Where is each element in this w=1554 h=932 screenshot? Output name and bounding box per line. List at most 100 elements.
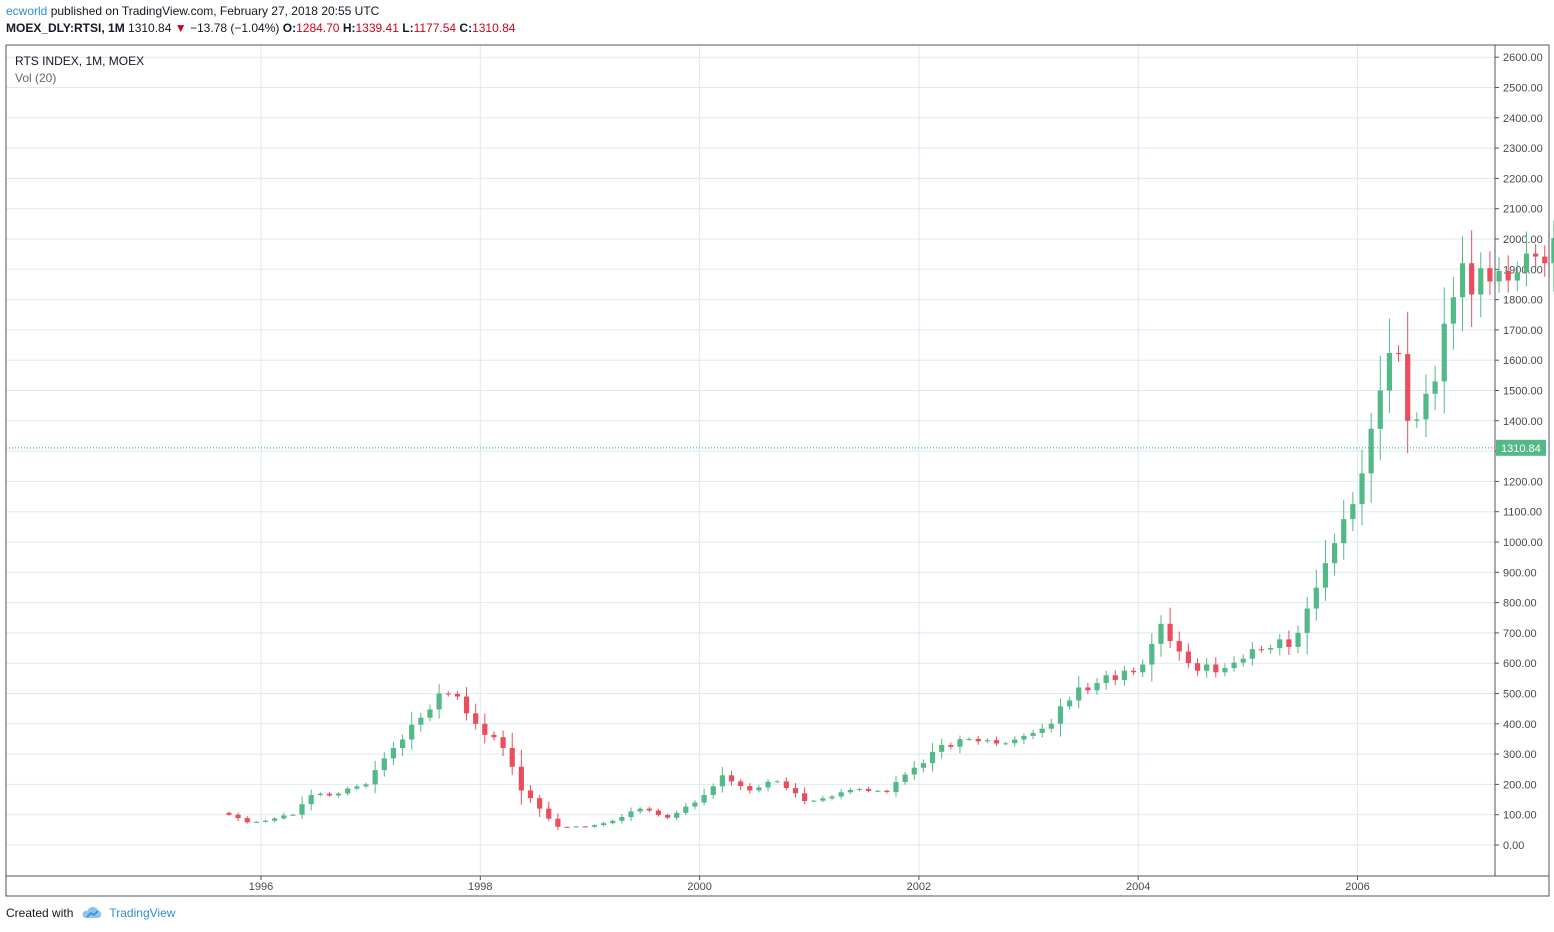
candle-body — [1003, 743, 1009, 745]
candle-body — [765, 781, 771, 788]
close-label: C: — [459, 21, 473, 35]
symbol-name[interactable]: MOEX_DLY:RTSI, 1M — [6, 21, 125, 35]
y-tick-label: 600.00 — [1503, 658, 1537, 670]
tradingview-logo-icon — [82, 906, 102, 918]
candle-body — [491, 734, 497, 738]
candle-body — [884, 790, 890, 792]
author-link[interactable]: ecworld — [6, 4, 48, 18]
candle-body — [1341, 519, 1347, 544]
candle-body — [1313, 587, 1319, 609]
candle-body — [1286, 639, 1292, 647]
candle-body — [865, 788, 872, 791]
candle-body — [1432, 381, 1438, 394]
candle-body — [984, 740, 990, 742]
candle-body — [811, 800, 817, 802]
plot-area — [6, 45, 1495, 876]
y-tick-label: 2500.00 — [1503, 83, 1543, 95]
candle-body — [409, 724, 415, 740]
volume-indicator-label: Vol (20) — [15, 71, 57, 85]
y-tick-label: 300.00 — [1503, 749, 1537, 761]
candle-body — [628, 811, 634, 818]
candle-body — [564, 826, 570, 828]
candle-body — [710, 786, 716, 796]
candle-body — [1405, 354, 1411, 421]
candle-body — [399, 739, 406, 749]
candle-body — [482, 723, 488, 735]
candle-body — [1551, 237, 1554, 264]
y-tick-label: 2200.00 — [1503, 173, 1543, 185]
y-tick-label: 1000.00 — [1503, 537, 1543, 549]
candle-body — [555, 818, 561, 827]
candle-body — [1039, 728, 1045, 733]
last-price: 1310.84 — [128, 21, 172, 35]
candle-body — [783, 781, 789, 789]
candle-body — [591, 825, 598, 827]
candle-body — [692, 802, 698, 807]
candle-body — [436, 693, 442, 710]
candle-body — [1441, 323, 1447, 382]
candle-body — [1158, 623, 1164, 644]
candle-body — [1149, 643, 1155, 665]
candle-body — [683, 806, 689, 813]
tradingview-link[interactable]: TradingView — [109, 906, 176, 920]
candle-body — [1505, 270, 1511, 281]
candle-body — [1140, 664, 1146, 673]
candle-body — [336, 793, 342, 796]
candle-body — [1258, 649, 1265, 651]
candle-body — [1377, 390, 1383, 429]
candle-body — [939, 745, 945, 752]
candle-body — [1350, 504, 1356, 520]
y-tick-label: 1700.00 — [1503, 325, 1543, 337]
close-value: 1310.84 — [472, 21, 516, 35]
y-tick-label: 1800.00 — [1503, 295, 1543, 307]
candle-body — [719, 775, 725, 787]
candle-body — [1112, 675, 1118, 680]
candle-body — [792, 788, 799, 794]
candle-body — [345, 788, 351, 794]
y-tick-label: 2600.00 — [1503, 52, 1543, 64]
candle-body — [445, 693, 451, 695]
last-price-tag-label: 1310.84 — [1501, 443, 1541, 455]
candle-body — [893, 781, 899, 792]
created-with-text: Created with — [6, 906, 74, 920]
candle-body — [1414, 419, 1420, 421]
candle-body — [509, 748, 515, 767]
candle-body — [655, 810, 662, 815]
candle-body — [646, 808, 652, 811]
candle-body — [290, 814, 296, 816]
y-tick-label: 2300.00 — [1503, 143, 1543, 155]
candle-body — [317, 793, 323, 796]
candle-body — [537, 798, 543, 809]
candle-body — [546, 808, 552, 819]
candle-body — [1295, 632, 1301, 647]
candle-body — [829, 796, 835, 799]
candle-body — [1048, 723, 1054, 729]
candle-body — [701, 795, 707, 803]
candle-body — [326, 793, 333, 796]
candle-body — [527, 790, 534, 799]
candle-body — [573, 826, 579, 828]
candle-body — [619, 817, 625, 821]
footer: Created with TradingView — [6, 906, 175, 920]
candle-body — [1478, 268, 1484, 295]
candle-body — [1523, 253, 1530, 273]
candle-body — [1496, 270, 1502, 282]
candle-body — [1213, 664, 1219, 673]
candle-body — [975, 738, 981, 742]
high-value: 1339.41 — [355, 21, 399, 35]
candle-body — [1386, 352, 1393, 391]
down-arrow-icon: ▼ — [174, 21, 187, 35]
y-tick-label: 800.00 — [1503, 598, 1537, 610]
candle-body — [856, 788, 863, 790]
symbol-info-line: MOEX_DLY:RTSI, 1M 1310.84 ▼ −13.78 (−1.0… — [6, 21, 515, 35]
candle-body — [1514, 272, 1520, 281]
candle-body — [308, 795, 314, 805]
candle-body — [820, 798, 826, 801]
candle-body — [838, 792, 844, 797]
candle-body — [582, 826, 588, 828]
candle-body — [226, 812, 232, 815]
candle-body — [1012, 739, 1018, 744]
candle-body — [1450, 297, 1456, 324]
low-value: 1177.54 — [413, 21, 457, 35]
